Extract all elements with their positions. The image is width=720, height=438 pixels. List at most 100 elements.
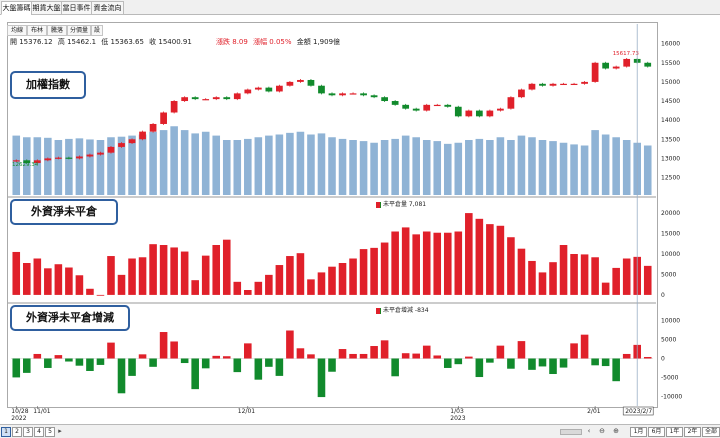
y-tick-oi-change: -10000 <box>661 393 682 400</box>
oi-bar <box>475 218 484 295</box>
volume-bar <box>75 138 84 195</box>
oi-bar <box>570 254 578 295</box>
candle <box>286 81 294 86</box>
page-button-5[interactable]: 5 <box>45 427 55 437</box>
scroll-left-icon[interactable]: ‹ <box>587 427 591 435</box>
oi-bar <box>44 268 52 295</box>
oi-bar <box>86 288 94 295</box>
candle <box>518 89 525 98</box>
volume-bar <box>412 137 420 195</box>
range-2-years[interactable]: 2年 <box>684 427 701 437</box>
volume-bar <box>507 140 515 195</box>
page-button-1[interactable]: 1 <box>1 427 11 437</box>
volume-bar <box>286 132 294 195</box>
range-6-months[interactable]: 6月 <box>648 427 665 437</box>
candle <box>528 83 536 90</box>
x-year-label: 2022 <box>11 415 26 422</box>
oi-change-bar <box>286 330 294 359</box>
zoom-in-icon[interactable]: ⊕ <box>613 427 619 435</box>
tab-futures-market[interactable]: 期貨大盤 <box>31 1 62 15</box>
zoom-out-icon[interactable]: ⊖ <box>599 427 605 435</box>
tab-moving-average[interactable]: 均線 <box>7 25 27 36</box>
page-next-icon[interactable]: ▸ <box>58 427 62 435</box>
volume-bar <box>254 137 263 195</box>
oi-change-bar <box>380 340 389 359</box>
oi-bar <box>538 272 547 295</box>
oi-bar <box>507 237 515 295</box>
tab-fund-flow[interactable]: 資金流向 <box>91 1 124 15</box>
low-value: 低 15363.65 <box>101 38 144 46</box>
oi-bar <box>286 256 294 295</box>
oi-change-bar <box>149 358 157 367</box>
oi-bar <box>307 279 315 295</box>
oi-change-bar <box>159 332 168 359</box>
volume-bar <box>96 140 105 195</box>
oi-change-bar <box>359 353 368 359</box>
oi-bar <box>622 258 631 295</box>
tab-settings[interactable]: 設 <box>91 25 103 36</box>
oi-change-bar <box>328 358 336 372</box>
page-button-4[interactable]: 4 <box>34 427 44 437</box>
x-year-label: 2023 <box>450 415 465 422</box>
legend-oi-change-text: 未平倉增減 -834 <box>383 307 429 314</box>
oi-change-bar <box>296 348 305 359</box>
candle <box>581 81 588 84</box>
x-tick-label: 2/01 <box>587 408 601 415</box>
high-value: 高 15462.1 <box>57 38 97 46</box>
oi-change-bar <box>517 341 526 359</box>
candle <box>465 110 473 117</box>
volume-bar <box>454 142 463 195</box>
range-all[interactable]: 全部 <box>702 427 720 437</box>
volume-bar <box>12 135 21 195</box>
bottom-toolbar: 1 2 3 4 5 ▸ ‹ ⊖ ⊕ 1月 6月 1年 2年 全部 <box>0 424 720 438</box>
volume-bar <box>643 145 652 195</box>
oi-bar <box>212 245 221 295</box>
oi-change-bar <box>128 358 136 376</box>
oi-change-bar <box>549 358 557 375</box>
volume-bar <box>233 140 242 195</box>
volume-bar <box>422 140 431 195</box>
candle <box>539 83 546 86</box>
candle <box>602 62 610 69</box>
oi-change-bar <box>54 355 63 359</box>
candle <box>570 83 578 86</box>
oi-change-bar <box>170 341 178 359</box>
y-tick-index: 14500 <box>661 98 680 105</box>
candle <box>507 97 515 109</box>
volume-bar <box>107 137 115 195</box>
horizontal-scrollbar[interactable] <box>560 429 582 435</box>
y-tick-oi-change: -5000 <box>661 374 679 381</box>
oi-bar <box>275 265 284 295</box>
candle <box>475 110 483 117</box>
page-button-2[interactable]: 2 <box>12 427 22 437</box>
candle <box>623 58 631 67</box>
oi-change-bar <box>349 353 357 359</box>
oi-change-bar <box>528 358 536 370</box>
volume-bar <box>180 130 189 195</box>
oi-change-bar <box>12 358 21 378</box>
oi-bar <box>559 245 568 295</box>
oi-bar <box>612 267 620 295</box>
open-value: 開 15376.12 <box>10 38 53 46</box>
candle <box>233 93 241 100</box>
oi-bar <box>107 256 115 295</box>
candle <box>591 62 599 82</box>
oi-change-bar <box>265 358 273 367</box>
cursor-date-label: 2023/2/7 <box>625 408 652 415</box>
oi-change-bar <box>22 358 31 373</box>
tab-volume-profile[interactable]: 分價量 <box>67 25 91 36</box>
tab-daily-events[interactable]: 當日事件 <box>61 1 92 15</box>
y-tick-index: 15500 <box>661 60 680 67</box>
tab-bollinger[interactable]: 布林 <box>27 25 47 36</box>
y-tick-index: 13000 <box>661 155 680 162</box>
range-1-year[interactable]: 1年 <box>666 427 683 437</box>
range-1-month[interactable]: 1月 <box>630 427 647 437</box>
oi-bar <box>201 255 210 295</box>
page-button-3[interactable]: 3 <box>23 427 33 437</box>
oi-change-bar <box>591 358 599 366</box>
tab-advance-decline[interactable]: 騰落 <box>47 25 67 36</box>
oi-bar <box>370 247 378 295</box>
oi-change-bar <box>86 358 94 371</box>
candle <box>391 101 399 105</box>
candle <box>276 85 283 92</box>
